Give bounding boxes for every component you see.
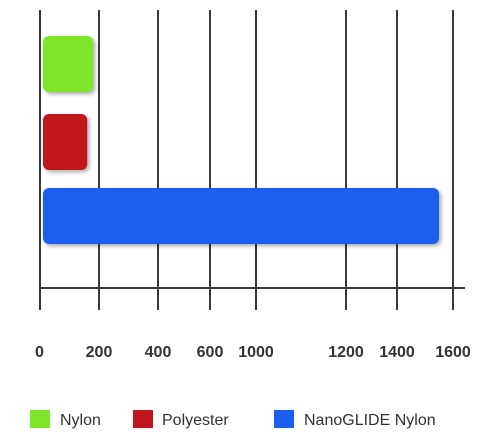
x-tick-label: 0 [35, 344, 44, 361]
legend-swatch [30, 410, 50, 428]
bars [43, 36, 439, 244]
x-tick-label: 600 [197, 344, 224, 361]
x-tick-label: 400 [145, 344, 172, 361]
x-tick-label: 1200 [328, 344, 364, 361]
gridlines [39, 10, 454, 310]
bar-polyester [43, 114, 88, 170]
legend-label: NanoGLIDE Nylon [304, 412, 436, 429]
legend-swatch [274, 410, 294, 428]
bar-nylon [43, 36, 94, 92]
x-tick-label: 1000 [238, 344, 274, 361]
legend-label: Nylon [60, 412, 101, 429]
x-tick-label: 200 [86, 344, 113, 361]
x-tick-label: 1600 [435, 344, 471, 361]
legend-label: Polyester [162, 412, 229, 429]
x-tick-labels: 0 200 400 600 1000 1200 1400 1600 [35, 344, 471, 361]
bar-nanoglide-nylon [43, 188, 439, 244]
legend-swatch [133, 410, 153, 428]
legend: Nylon Polyester NanoGLIDE Nylon [30, 410, 436, 429]
x-tick-label: 1400 [379, 344, 415, 361]
